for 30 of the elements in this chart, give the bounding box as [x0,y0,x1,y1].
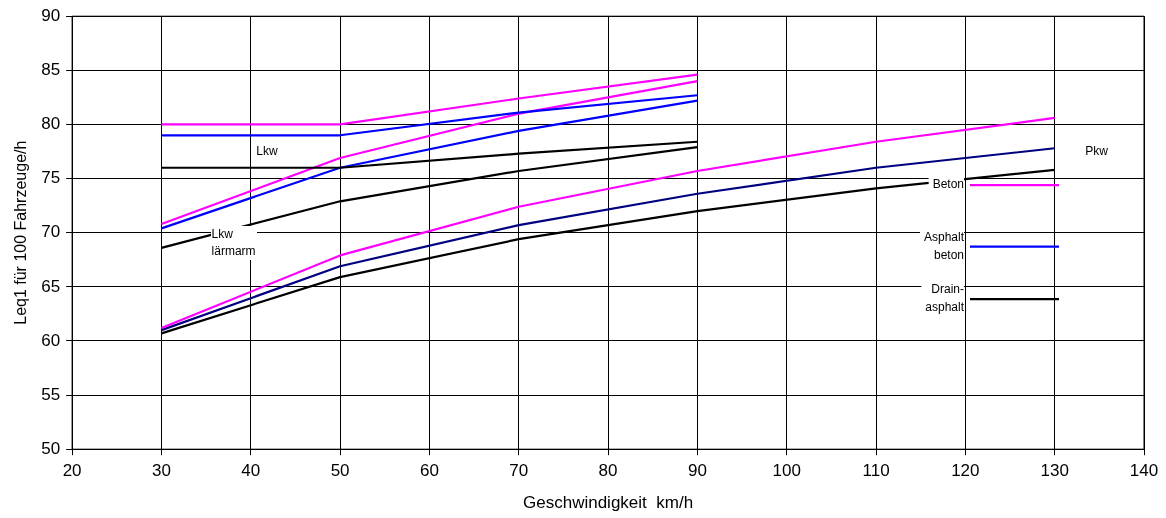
x-axis-title: Geschwindigkeit km/h [523,493,694,513]
y-tick-label: 60 [41,330,61,350]
y-tick-label: 90 [41,5,61,25]
y-tick-label: 75 [41,168,61,188]
text: Asphalt beton [923,229,965,262]
x-tick-label: 90 [687,461,707,481]
annotation: Lkw [255,142,279,160]
x-tick-label: 40 [241,461,261,481]
text: Beton [932,177,964,192]
x-tick-label: 110 [862,461,890,481]
annotation: Lkw lärmarm [210,226,257,261]
y-tick-label: 80 [41,114,61,134]
x-tick-label: 30 [151,461,171,481]
y-tick-label: 50 [41,438,61,458]
x-tick-label: 70 [509,461,529,481]
text: Drain-asphalt [925,282,965,315]
x-tick-label: 130 [1040,461,1069,481]
y-tick-label: 55 [41,384,61,404]
y-tick-label: 70 [41,222,61,242]
y-tick-label: 65 [41,276,61,296]
x-tick-label: 100 [772,461,801,481]
y-tick-label: 85 [41,60,61,80]
y-axis-title: Leq1 für 100 Fahrzeuge/h [12,140,30,325]
x-tick-label: 140 [1129,461,1159,481]
x-tick-label: 60 [419,461,439,481]
x-tick-label: 120 [951,461,980,481]
x-tick-label: 80 [598,461,618,481]
x-tick-label: 50 [330,461,350,481]
annotation: Pkw [1084,142,1109,160]
x-tick-label: 20 [62,461,82,481]
